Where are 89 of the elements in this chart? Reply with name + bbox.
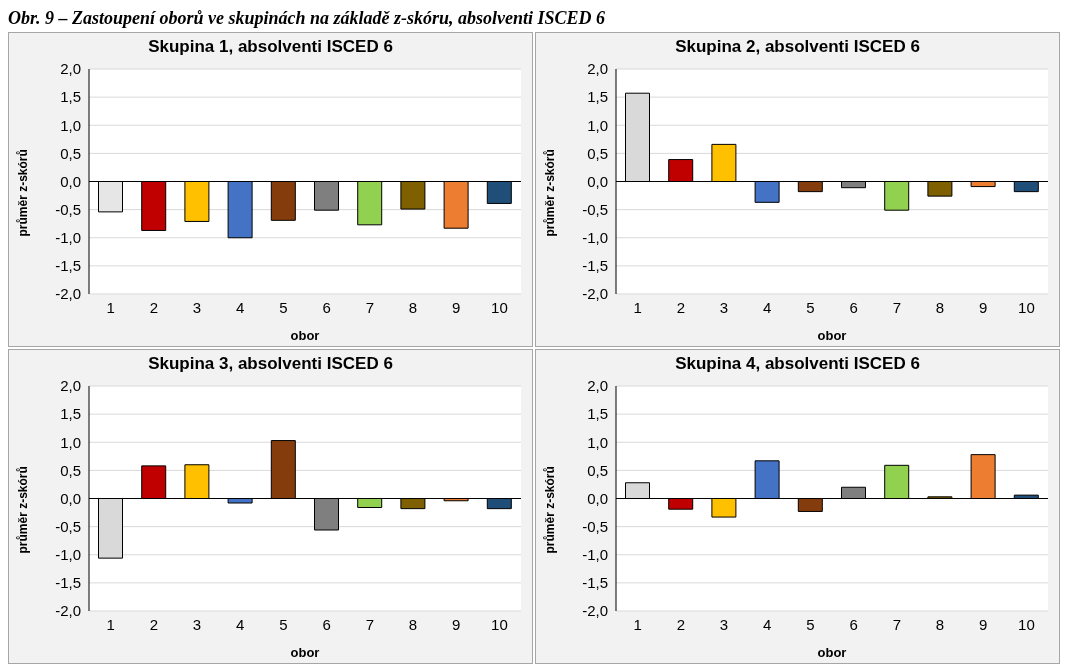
x-tick-label: 6 — [849, 298, 858, 316]
y-tick-label: 0,0 — [60, 489, 81, 507]
y-tick-label: 0,0 — [587, 489, 608, 507]
x-tick-label: 1 — [106, 298, 115, 316]
x-tick-label: 6 — [322, 615, 331, 633]
chart-title: Skupina 2, absolventi ISCED 6 — [674, 36, 921, 58]
x-tick-label: 9 — [452, 615, 461, 633]
x-tick-label: 6 — [849, 615, 858, 633]
y-tick-label: 2,0 — [587, 60, 608, 78]
y-tick-label: 2,0 — [587, 377, 608, 395]
y-tick-label: 0,5 — [60, 461, 81, 479]
x-tick-label: 1 — [633, 615, 642, 633]
x-axis-title: obor — [817, 328, 847, 343]
y-tick-label: 1,5 — [587, 405, 608, 423]
x-tick-label: 8 — [408, 298, 418, 316]
y-tick-label: -2,0 — [582, 285, 608, 303]
y-tick-label: 0,5 — [60, 144, 81, 162]
y-axis-title: průměr z-skórů — [543, 149, 558, 237]
x-axis-title: obor — [290, 328, 320, 343]
x-axis-title: obor — [290, 645, 320, 660]
x-tick-label: 7 — [892, 298, 901, 316]
x-tick-label: 5 — [806, 615, 815, 633]
x-tick-label: 8 — [935, 298, 945, 316]
x-tick-label: 2 — [676, 615, 685, 633]
x-tick-label: 2 — [149, 615, 158, 633]
y-tick-label: -1,0 — [582, 229, 608, 247]
x-axis-title: obor — [817, 645, 847, 660]
y-tick-label: 1,0 — [587, 116, 608, 134]
x-tick-label: 9 — [979, 615, 988, 633]
x-tick-label: 4 — [236, 298, 245, 316]
x-tick-label: 4 — [763, 298, 772, 316]
y-tick-label: -2,0 — [582, 602, 608, 620]
y-tick-label: -0,5 — [582, 517, 608, 535]
y-tick-label: 0,5 — [587, 461, 608, 479]
x-tick-label: 7 — [365, 298, 374, 316]
y-tick-label: -1,0 — [55, 546, 81, 564]
y-tick-label: 1,5 — [60, 405, 81, 423]
x-tick-label: 10 — [491, 615, 508, 633]
x-tick-label: 3 — [192, 298, 202, 316]
y-tick-label: 0,0 — [60, 172, 81, 190]
x-tick-label: 3 — [719, 298, 729, 316]
x-tick-label: 6 — [322, 298, 331, 316]
y-tick-label: 2,0 — [60, 60, 81, 78]
x-tick-label: 1 — [633, 298, 642, 316]
x-tick-label: 4 — [763, 615, 772, 633]
y-tick-label: -1,0 — [55, 229, 81, 247]
y-tick-label: -0,5 — [55, 517, 81, 535]
y-tick-label: -1,5 — [55, 574, 81, 592]
y-tick-label: 1,5 — [60, 88, 81, 106]
x-tick-label: 7 — [365, 615, 374, 633]
y-tick-label: 1,5 — [587, 88, 608, 106]
chart-title: Skupina 4, absolventi ISCED 6 — [674, 353, 921, 375]
y-tick-label: -2,0 — [55, 285, 81, 303]
y-axis-title: průměr z-skórů — [16, 466, 31, 554]
x-tick-label: 5 — [279, 298, 288, 316]
y-tick-label: 0,5 — [587, 144, 608, 162]
x-tick-label: 7 — [892, 615, 901, 633]
x-tick-label: 2 — [676, 298, 685, 316]
chart-title: Skupina 3, absolventi ISCED 6 — [147, 353, 394, 375]
y-tick-label: 2,0 — [60, 377, 81, 395]
y-tick-label: -0,5 — [55, 200, 81, 218]
y-axis-title: průměr z-skórů — [543, 466, 558, 554]
y-tick-label: 1,0 — [60, 433, 81, 451]
x-tick-label: 10 — [1018, 615, 1035, 633]
y-tick-label: 0,0 — [587, 172, 608, 190]
y-tick-label: -1,5 — [582, 574, 608, 592]
x-tick-label: 8 — [408, 615, 418, 633]
x-tick-label: 9 — [452, 298, 461, 316]
y-axis-title: průměr z-skórů — [16, 149, 31, 237]
x-tick-label: 2 — [149, 298, 158, 316]
chart-title: Skupina 1, absolventi ISCED 6 — [147, 36, 394, 58]
y-tick-label: 1,0 — [60, 116, 81, 134]
x-tick-label: 3 — [719, 615, 729, 633]
x-tick-label: 5 — [279, 615, 288, 633]
text: Obr. 9 – Zastoupení oborů ve skupinách na základě z-skóru, absolventi ISCED 6 — [8, 8, 607, 30]
x-tick-label: 3 — [192, 615, 202, 633]
x-tick-label: 10 — [1018, 298, 1035, 316]
x-tick-label: 1 — [106, 615, 115, 633]
y-tick-label: 1,0 — [587, 433, 608, 451]
x-tick-label: 10 — [491, 298, 508, 316]
y-tick-label: -1,5 — [55, 257, 81, 275]
y-tick-label: -1,0 — [582, 546, 608, 564]
y-tick-label: -1,5 — [582, 257, 608, 275]
x-tick-label: 8 — [935, 615, 945, 633]
x-tick-label: 4 — [236, 615, 245, 633]
x-tick-label: 5 — [806, 298, 815, 316]
y-tick-label: -0,5 — [582, 200, 608, 218]
y-tick-label: -2,0 — [55, 602, 81, 620]
x-tick-label: 9 — [979, 298, 988, 316]
